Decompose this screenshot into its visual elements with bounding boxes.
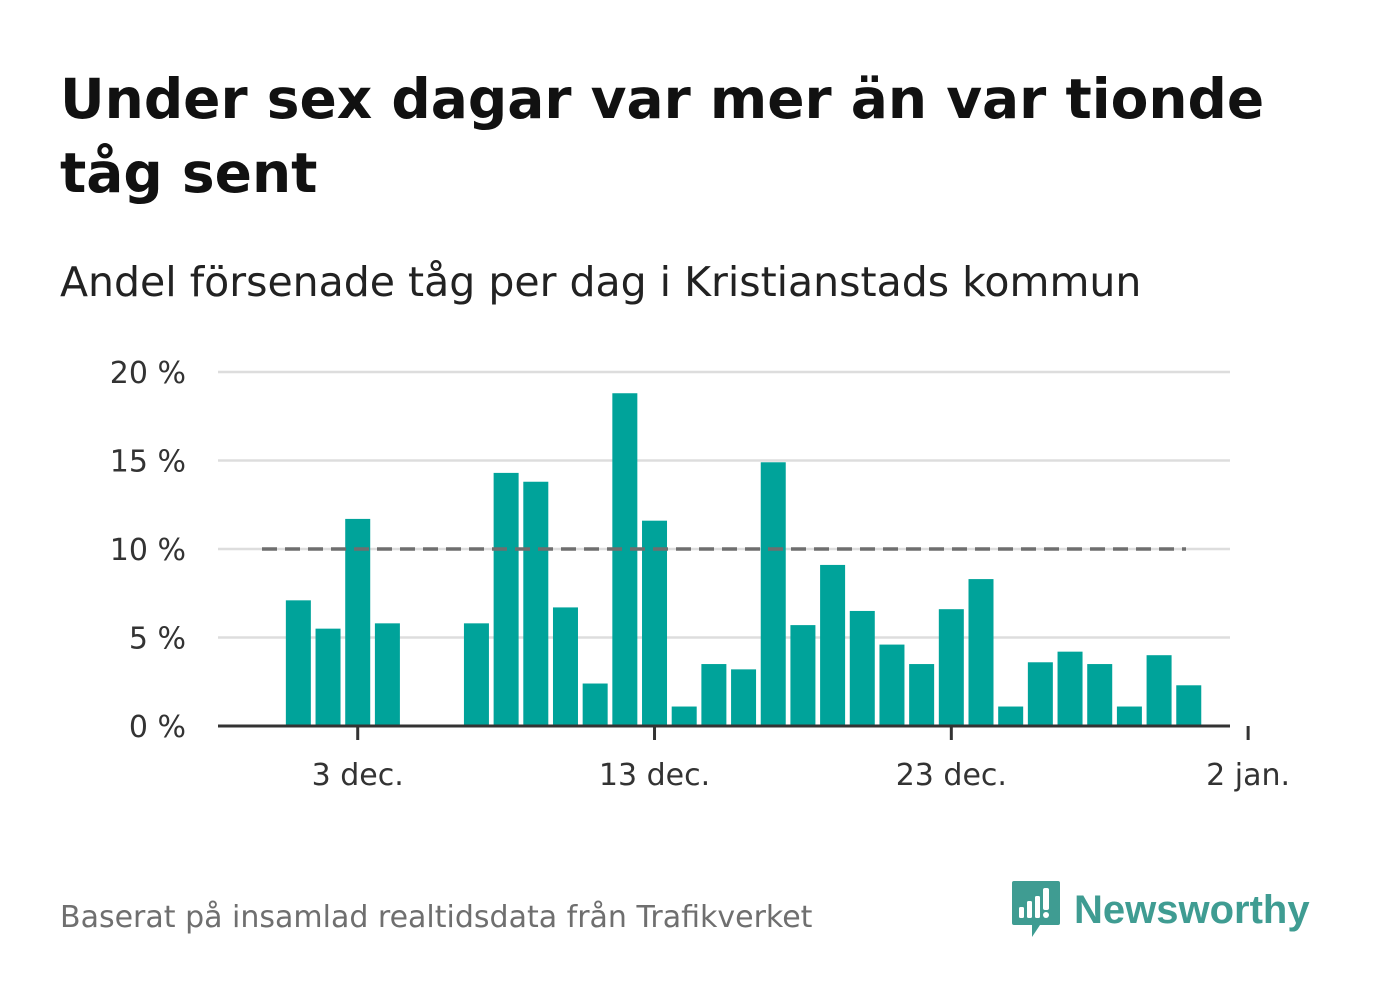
chart-title: Under sex dagar var mer än var tionde tå… [60, 67, 1265, 205]
bar [1027, 662, 1053, 726]
y-axis-ticks: 0 % 5 % 10 % 15 % 20 % [110, 356, 186, 745]
chart-subtitle: Andel försenade tåg per dag i Kristianst… [60, 258, 1142, 306]
x-tick-label: 23 dec. [896, 758, 1007, 793]
bar [938, 609, 964, 726]
logo-text: Newsworthy [1074, 887, 1310, 932]
bar [760, 462, 786, 726]
bar [523, 481, 549, 726]
y-tick-label: 0 % [129, 710, 186, 745]
x-tick-label: 3 dec. [312, 758, 404, 793]
x-tick-label: 2 jan. [1206, 758, 1290, 793]
bar [552, 607, 578, 726]
bar [909, 664, 935, 726]
bar [879, 644, 905, 726]
bar [1176, 685, 1202, 726]
bars [285, 393, 1202, 726]
bar [1116, 706, 1142, 726]
bar [315, 628, 341, 726]
bar [701, 664, 727, 726]
x-axis-ticks: 3 dec. 13 dec. 23 dec. 2 jan. [312, 758, 1290, 793]
newsworthy-logo-icon [1012, 881, 1060, 937]
bar [285, 600, 311, 726]
bar [998, 706, 1024, 726]
bar [968, 579, 994, 726]
bar [790, 625, 816, 726]
bar [671, 706, 697, 726]
bar [820, 564, 846, 726]
bar [463, 623, 489, 726]
newsworthy-logo: Newsworthy [1010, 878, 1310, 942]
bar [1087, 664, 1113, 726]
bar [493, 472, 519, 726]
bar [1057, 651, 1083, 726]
bar [731, 669, 757, 726]
bar [582, 683, 608, 726]
bar [345, 518, 371, 726]
y-tick-label: 20 % [110, 356, 186, 391]
bar [849, 610, 875, 726]
bar [642, 520, 668, 726]
bar [612, 393, 638, 726]
y-tick-label: 5 % [129, 622, 186, 657]
source-note: Baserat på insamlad realtidsdata från Tr… [60, 900, 813, 935]
bar-chart: 0 % 5 % 10 % 15 % 20 % 3 dec. 13 dec. 23 dec. 2… [110, 356, 1290, 793]
x-tick-label: 13 dec. [599, 758, 710, 793]
bar [374, 623, 400, 726]
x-axis [218, 724, 1250, 740]
y-tick-label: 15 % [110, 445, 186, 480]
y-tick-label: 10 % [110, 533, 186, 568]
bar [1146, 655, 1172, 726]
